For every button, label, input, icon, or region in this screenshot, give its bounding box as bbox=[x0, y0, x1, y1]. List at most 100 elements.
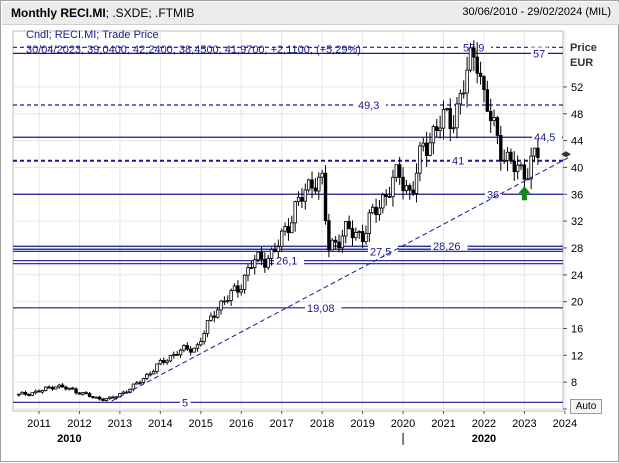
candle-body bbox=[145, 373, 149, 379]
y-tick-label: 40 bbox=[571, 162, 583, 174]
chart-grid bbox=[12, 30, 566, 412]
y-tick-label: 48 bbox=[571, 109, 583, 121]
buy-signal-arrow bbox=[518, 186, 531, 201]
level-label: 57 bbox=[533, 48, 545, 60]
candle-body bbox=[387, 196, 392, 198]
candle-body bbox=[468, 47, 473, 71]
level-label: 5 bbox=[182, 397, 188, 409]
candle-body bbox=[229, 290, 233, 301]
candle-body bbox=[502, 159, 506, 162]
candle-body bbox=[313, 187, 318, 192]
candle-body bbox=[515, 164, 520, 173]
candle-body bbox=[509, 151, 513, 162]
candle-body bbox=[114, 396, 119, 399]
candle-body bbox=[340, 235, 345, 249]
date-range: 30/06/2010 - 29/02/2024 (MIL) bbox=[462, 6, 611, 18]
candle-body bbox=[300, 197, 304, 202]
level-label-bg bbox=[274, 254, 304, 267]
candle-body bbox=[87, 393, 92, 397]
x-tick-label: 2015 bbox=[189, 418, 213, 430]
candle-body bbox=[188, 348, 193, 353]
candle-body bbox=[350, 228, 355, 239]
candle-body bbox=[435, 126, 439, 132]
candle-body bbox=[488, 110, 493, 122]
candle-body bbox=[185, 345, 190, 350]
candle-body bbox=[526, 178, 530, 181]
candle-body bbox=[532, 147, 537, 157]
candle-body bbox=[519, 164, 523, 167]
candle-body bbox=[347, 221, 351, 229]
level-label: 19,08 bbox=[307, 303, 335, 315]
candle-body bbox=[482, 76, 486, 91]
candle-body bbox=[17, 393, 21, 396]
candle-body bbox=[226, 300, 230, 302]
candle-body bbox=[104, 398, 109, 401]
candle-body bbox=[151, 371, 156, 375]
level-label: 27,5 bbox=[370, 246, 391, 258]
candle-body bbox=[77, 392, 82, 395]
y-tick-label: 28 bbox=[571, 243, 583, 255]
candle-body bbox=[202, 333, 206, 342]
candle-body bbox=[37, 390, 41, 393]
candle-body bbox=[20, 391, 24, 395]
candle-body bbox=[97, 396, 102, 400]
candle-body bbox=[536, 147, 540, 158]
candle-body bbox=[337, 241, 341, 249]
instrument-name: Monthly RECI.MI bbox=[11, 6, 106, 20]
candle-body bbox=[253, 259, 257, 268]
auto-scale-button[interactable]: Auto bbox=[570, 399, 602, 414]
candle-body bbox=[320, 172, 324, 178]
candle-body bbox=[30, 392, 34, 396]
y-axis-title-price: Price bbox=[570, 42, 597, 54]
trendline bbox=[111, 156, 570, 402]
x-tick-label: 2022 bbox=[472, 418, 496, 430]
candle-body bbox=[445, 108, 449, 110]
x-tick-label: 2019 bbox=[350, 418, 374, 430]
candle-body bbox=[438, 127, 442, 132]
legend-change: +2,1100; (+5,29%) bbox=[271, 44, 361, 56]
candle-body bbox=[266, 258, 270, 268]
candle-body bbox=[246, 267, 250, 276]
candle-body bbox=[222, 300, 227, 303]
comparison-instruments: ; .SXDE; .FTMIB bbox=[105, 6, 195, 20]
x-tick-label: 2011 bbox=[27, 418, 51, 430]
candle-body bbox=[162, 360, 166, 363]
level-label-bg bbox=[180, 396, 191, 409]
candle-body bbox=[236, 285, 240, 293]
candle-body bbox=[455, 103, 459, 129]
candle-body bbox=[40, 389, 45, 393]
candle-body bbox=[175, 353, 179, 356]
candle-body bbox=[47, 386, 51, 389]
candle-body bbox=[155, 363, 159, 372]
x-tick-label: 2016 bbox=[229, 418, 253, 430]
candle-body bbox=[192, 347, 196, 353]
x-tick-label: 2023 bbox=[512, 418, 536, 430]
candle-body bbox=[256, 251, 260, 261]
y-axis-title-currency: EUR bbox=[570, 57, 593, 69]
candle-body bbox=[209, 315, 213, 321]
candle-body bbox=[219, 300, 223, 311]
y-tick-label: 12 bbox=[571, 350, 583, 362]
x-tick-label: 2020 bbox=[391, 418, 415, 430]
level-label: 49,3 bbox=[358, 100, 379, 112]
candle-body bbox=[485, 89, 490, 112]
level-label: 44,5 bbox=[534, 132, 555, 144]
candle-body bbox=[357, 231, 361, 233]
chart-axes: 4812162024283236404448522011201220132014… bbox=[27, 82, 583, 445]
candle-body bbox=[178, 349, 183, 356]
candle-body bbox=[323, 172, 328, 222]
candle-body bbox=[374, 206, 378, 216]
candle-body bbox=[81, 392, 85, 395]
candle-body bbox=[141, 378, 146, 383]
candle-body bbox=[472, 47, 476, 58]
candle-body bbox=[441, 108, 446, 129]
x-tick-label: 2024 bbox=[553, 418, 577, 430]
candle-body bbox=[492, 117, 496, 122]
level-label: 36 bbox=[487, 189, 499, 201]
candle-body bbox=[168, 355, 173, 362]
candle-body bbox=[182, 345, 186, 351]
candle-body bbox=[263, 258, 267, 268]
candle-body bbox=[428, 142, 432, 156]
